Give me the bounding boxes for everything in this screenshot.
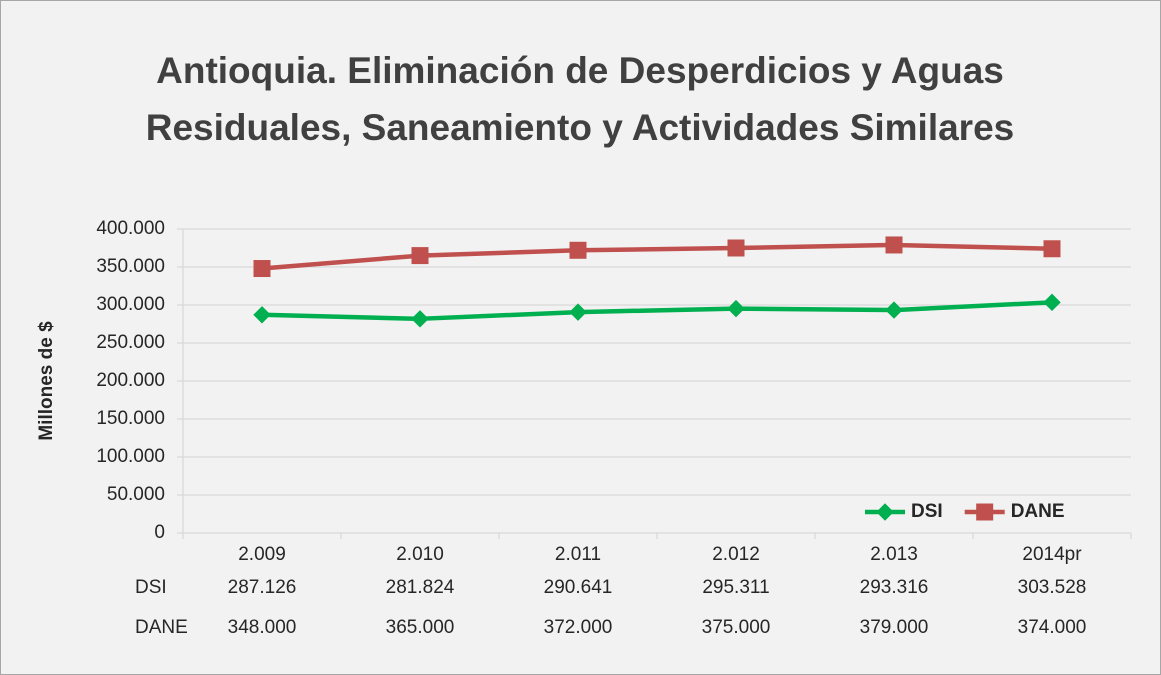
legend-label: DANE [1011,501,1065,522]
marker [411,310,429,328]
marker [411,247,429,265]
table-cell: 365.000 [386,617,455,638]
legend-label: DSI [911,501,943,522]
table-row-label: DANE [135,617,188,638]
x-tick-label: 2.010 [396,544,444,565]
table-row-label: DSI [135,577,167,598]
y-tick-label: 100.000 [96,446,165,467]
marker [253,260,271,278]
y-tick-label: 150.000 [96,408,165,429]
x-tick-label: 2014pr [1022,544,1082,565]
marker [1043,293,1061,312]
table-cell: 281.824 [386,577,455,598]
marker [727,299,745,318]
y-tick-label: 400.000 [96,218,165,239]
y-tick-label: 350.000 [96,256,165,277]
table-cell: 375.000 [702,617,771,638]
table-cell: 372.000 [544,617,613,638]
x-tick-label: 2.012 [712,544,760,565]
marker [1043,240,1061,258]
marker [253,306,271,324]
chart-title: Antioquia. Eliminación de Desperdicios y… [145,50,1015,148]
x-tick-label: 2.009 [238,544,286,565]
marker [876,503,894,521]
table-cell: 348.000 [228,617,297,638]
y-tick-label: 200.000 [96,370,165,391]
table-cell: 295.311 [702,577,769,598]
table-cell: 293.316 [860,577,929,598]
table-cell: 303.528 [1018,577,1087,598]
table-cell: 379.000 [860,617,929,638]
series-line [261,300,1053,322]
table-cell: 287.126 [228,577,297,598]
marker [885,236,903,254]
y-axis-label: Millones de $ [36,321,57,441]
y-tick-label: 300.000 [96,294,165,315]
y-tick-label: 0 [154,522,165,543]
table-cell: 290.641 [544,577,613,598]
table-cell: 374.000 [1018,617,1087,638]
y-tick-label: 250.000 [96,332,165,353]
series-line [261,242,1053,271]
marker [569,303,587,321]
x-tick-label: 2.011 [555,544,601,565]
x-tick-label: 2.013 [870,544,918,565]
marker [976,503,994,521]
y-tick-label: 50.000 [107,484,165,505]
marker [569,241,587,259]
marker [727,239,745,257]
marker [885,301,903,319]
